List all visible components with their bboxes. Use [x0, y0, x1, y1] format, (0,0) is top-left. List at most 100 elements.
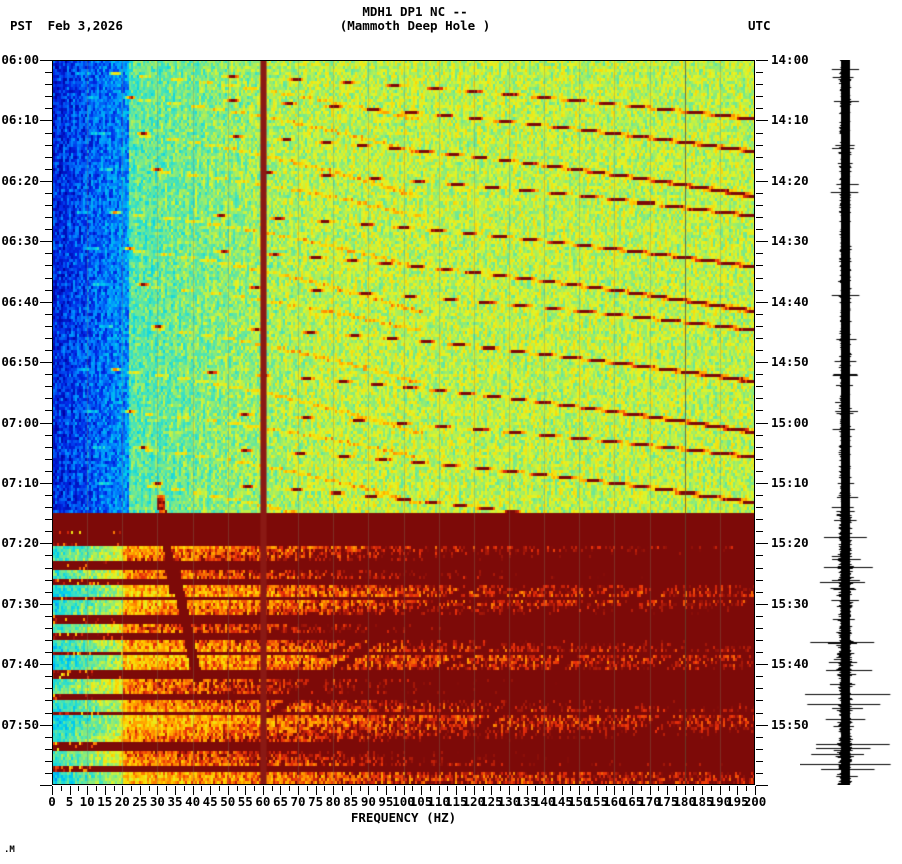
freq-label: 60 — [255, 794, 271, 809]
axis-tick-major — [40, 482, 52, 484]
axis-tick-minor — [45, 434, 52, 436]
time-label-pst: 07:40 — [1, 655, 39, 671]
freq-tick-minor — [535, 786, 537, 791]
freq-tick-major — [702, 786, 704, 795]
axis-tick-minor — [45, 579, 52, 581]
freq-tick-minor — [324, 786, 326, 791]
freq-tick-major — [298, 786, 300, 795]
freq-tick-minor — [693, 786, 695, 791]
freq-label: 195 — [726, 794, 749, 809]
axis-tick-minor — [45, 253, 52, 255]
axis-tick-minor — [45, 519, 52, 521]
freq-label: 55 — [237, 794, 253, 809]
time-label-utc: 14:00 — [771, 51, 809, 67]
freq-tick-minor — [711, 786, 713, 791]
axis-tick-minor — [45, 144, 52, 146]
axis-tick-major — [40, 180, 52, 182]
axis-tick-major — [756, 180, 768, 182]
axis-tick-minor — [45, 470, 52, 472]
time-label-pst: 07:20 — [1, 535, 39, 551]
freq-label: 65 — [272, 794, 288, 809]
freq-tick-major — [192, 786, 194, 795]
axis-tick-minor — [45, 96, 52, 98]
axis-tick-minor — [45, 265, 52, 267]
freq-tick-minor — [447, 786, 449, 791]
freq-tick-major — [403, 786, 405, 795]
axis-tick-major — [40, 241, 52, 243]
axis-tick-minor — [756, 736, 763, 738]
freq-label: 175 — [655, 794, 679, 809]
header-left-timezone-date: PST Feb 3,2026 — [10, 18, 123, 33]
axis-tick-minor — [756, 289, 763, 291]
axis-tick-minor — [45, 627, 52, 629]
freq-tick-major — [350, 786, 352, 795]
axis-tick-minor — [756, 615, 763, 617]
axis-tick-minor — [756, 627, 763, 629]
axis-tick-minor — [45, 555, 52, 557]
axis-tick-minor — [756, 760, 763, 762]
freq-tick-major — [491, 786, 493, 795]
axis-tick-minor — [45, 748, 52, 750]
freq-tick-minor — [517, 786, 519, 791]
freq-label: 105 — [409, 794, 433, 809]
freq-tick-major — [684, 786, 686, 795]
freq-tick-major — [508, 786, 510, 795]
frequency-axis: 0 5 10 15 20 25 30 35 40 45 50 55 60 65 70 75 80 85 90 95 10… — [48, 785, 766, 808]
freq-tick-minor — [218, 786, 220, 791]
freq-tick-major — [737, 786, 739, 795]
freq-tick-minor — [500, 786, 502, 791]
freq-tick-minor — [429, 786, 431, 791]
axis-tick-minor — [756, 458, 763, 460]
time-label-pst: 07:30 — [1, 595, 39, 611]
freq-label: 200 — [743, 794, 767, 809]
axis-tick-minor — [756, 374, 763, 376]
axis-tick-minor — [756, 253, 763, 255]
freq-label: 125 — [480, 794, 503, 809]
freq-tick-minor — [78, 786, 80, 791]
axis-tick-minor — [756, 72, 763, 74]
axis-tick-minor — [756, 84, 763, 86]
time-label-utc: 15:20 — [771, 535, 809, 551]
freq-label: 155 — [585, 794, 609, 809]
axis-tick-minor — [756, 156, 763, 158]
freq-tick-major — [157, 786, 159, 795]
axis-tick-minor — [756, 495, 763, 496]
axis-tick-minor — [45, 760, 52, 762]
time-label-utc: 14:20 — [771, 172, 809, 188]
freq-tick-minor — [640, 786, 642, 791]
axis-tick-major — [40, 543, 52, 545]
freq-tick-minor — [359, 786, 361, 791]
freq-label: 135 — [515, 794, 538, 809]
time-label-pst: 06:00 — [1, 51, 39, 67]
axis-tick-minor — [45, 507, 52, 509]
freq-label: 100 — [392, 794, 415, 809]
freq-tick-minor — [588, 786, 590, 791]
time-axis-pst: 06:00 06:10 06:20 06:30 06:40 06:50 07:00 07:10… — [1, 53, 53, 786]
freq-tick-major — [561, 786, 563, 795]
freq-label: 85 — [343, 794, 359, 809]
freq-tick-major — [385, 786, 387, 795]
axis-tick-minor — [45, 108, 52, 110]
axis-tick-major — [40, 120, 52, 122]
axis-tick-major — [756, 422, 768, 424]
freq-label: 45 — [202, 794, 218, 809]
axis-tick-major — [40, 301, 52, 303]
freq-tick-major — [596, 786, 598, 795]
freq-tick-minor — [271, 786, 273, 791]
axis-tick-minor — [756, 350, 763, 351]
freq-label: 30 — [149, 794, 165, 809]
freq-tick-major — [755, 786, 756, 795]
axis-tick-minor — [45, 531, 52, 533]
axis-tick-minor — [756, 519, 763, 521]
freq-tick-major — [421, 786, 423, 795]
freq-tick-minor — [95, 786, 97, 791]
axis-tick-major — [40, 785, 52, 786]
freq-tick-major — [69, 786, 71, 795]
axis-tick-minor — [45, 700, 52, 702]
freq-tick-minor — [552, 786, 554, 791]
freq-tick-minor — [148, 786, 150, 791]
time-label-utc: 14:10 — [771, 112, 809, 128]
axis-tick-minor — [45, 567, 52, 569]
freq-tick-major — [52, 786, 53, 795]
